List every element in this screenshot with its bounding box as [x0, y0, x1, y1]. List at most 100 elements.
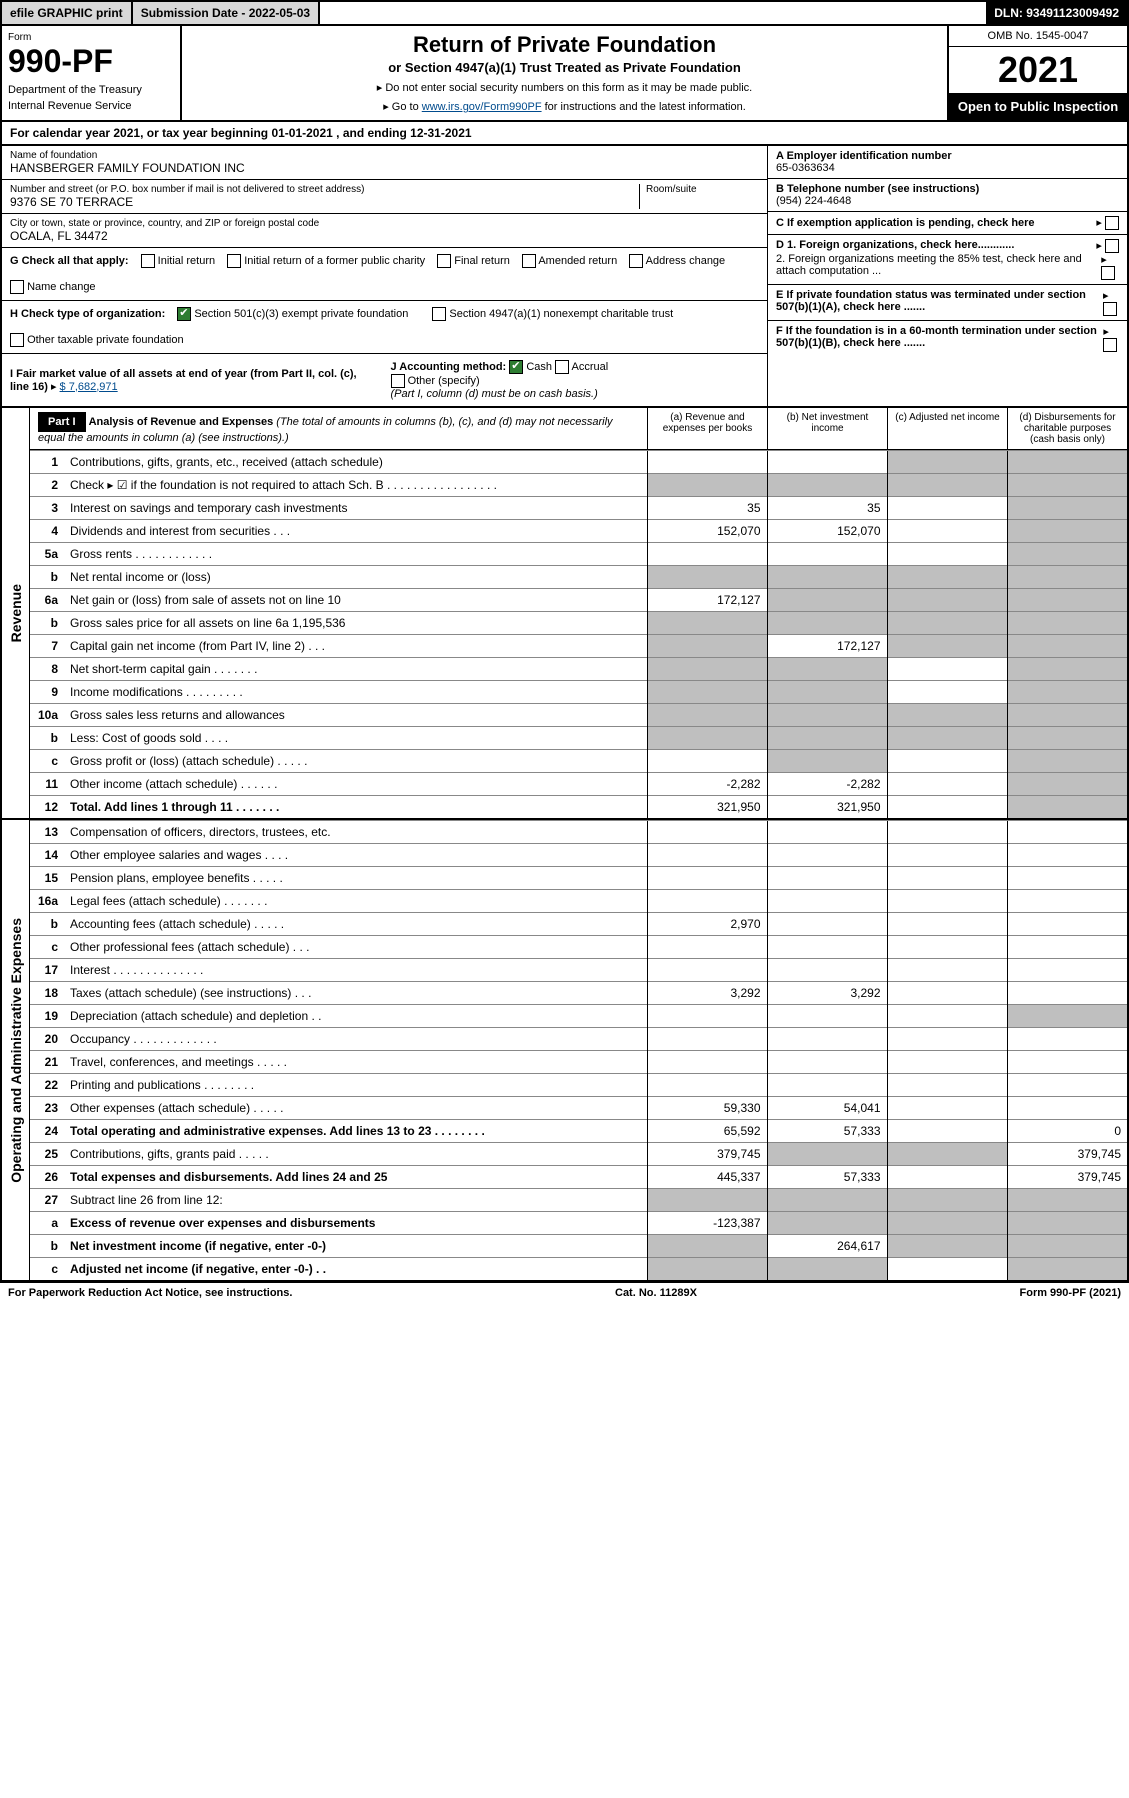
- table-row: 25Contributions, gifts, grants paid . . …: [30, 1143, 1127, 1166]
- table-row: 21Travel, conferences, and meetings . . …: [30, 1051, 1127, 1074]
- form-footer-label: Form 990-PF (2021): [1020, 1287, 1121, 1299]
- catalog-number: Cat. No. 11289X: [615, 1287, 697, 1299]
- checkbox-icon[interactable]: [227, 254, 241, 268]
- table-row: 14Other employee salaries and wages . . …: [30, 844, 1127, 867]
- checkbox-icon[interactable]: [1103, 338, 1117, 352]
- f-label: F If the foundation is in a 60-month ter…: [776, 325, 1103, 352]
- g-opt-5: Name change: [27, 281, 96, 293]
- checkbox-icon[interactable]: [522, 254, 536, 268]
- part1-title: Analysis of Revenue and Expenses: [89, 416, 274, 428]
- table-row: bNet rental income or (loss): [30, 566, 1127, 589]
- form-title: Return of Private Foundation: [188, 32, 941, 58]
- table-row: cGross profit or (loss) (attach schedule…: [30, 750, 1127, 773]
- table-row: 19Depreciation (attach schedule) and dep…: [30, 1005, 1127, 1028]
- table-row: aExcess of revenue over expenses and dis…: [30, 1212, 1127, 1235]
- instr-goto-pre: ▸ Go to: [383, 101, 422, 113]
- g-opt-0: Initial return: [158, 255, 215, 267]
- ij-row: I Fair market value of all assets at end…: [2, 354, 767, 406]
- checkbox-icon[interactable]: [391, 374, 405, 388]
- table-row: 11Other income (attach schedule) . . . .…: [30, 773, 1127, 796]
- table-row: 3Interest on savings and temporary cash …: [30, 497, 1127, 520]
- table-row: cAdjusted net income (if negative, enter…: [30, 1258, 1127, 1281]
- col-a-header: (a) Revenue and expenses per books: [647, 408, 767, 449]
- j-note: (Part I, column (d) must be on cash basi…: [391, 388, 760, 400]
- table-row: 20Occupancy . . . . . . . . . . . . .: [30, 1028, 1127, 1051]
- instr-goto: ▸ Go to www.irs.gov/Form990PF for instru…: [188, 100, 941, 113]
- submission-date: Submission Date - 2022-05-03: [133, 2, 320, 24]
- dept-treasury: Department of the Treasury: [8, 84, 174, 96]
- info-block: Name of foundation HANSBERGER FAMILY FOU…: [0, 146, 1129, 408]
- table-row: bNet investment income (if negative, ent…: [30, 1235, 1127, 1258]
- table-row: 5aGross rents . . . . . . . . . . . .: [30, 543, 1127, 566]
- form-label: Form: [8, 32, 174, 43]
- checkbox-icon[interactable]: [141, 254, 155, 268]
- revenue-table: 1Contributions, gifts, grants, etc., rec…: [30, 450, 1127, 818]
- table-row: 24Total operating and administrative exp…: [30, 1120, 1127, 1143]
- j-cash: Cash: [526, 361, 552, 373]
- checkbox-icon[interactable]: [10, 333, 24, 347]
- table-row: 17Interest . . . . . . . . . . . . . .: [30, 959, 1127, 982]
- room-label: Room/suite: [646, 184, 759, 195]
- table-row: 27Subtract line 26 from line 12:: [30, 1189, 1127, 1212]
- form-subtitle: or Section 4947(a)(1) Trust Treated as P…: [188, 60, 941, 75]
- col-b-header: (b) Net investment income: [767, 408, 887, 449]
- h-label: H Check type of organization:: [10, 308, 165, 320]
- omb-number: OMB No. 1545-0047: [949, 26, 1127, 47]
- table-row: bLess: Cost of goods sold . . . .: [30, 727, 1127, 750]
- checkbox-icon[interactable]: [437, 254, 451, 268]
- h-opt-3: Other taxable private foundation: [27, 334, 184, 346]
- address: 9376 SE 70 TERRACE: [10, 195, 639, 209]
- table-row: 9Income modifications . . . . . . . . .: [30, 681, 1127, 704]
- h-opt-1: Section 501(c)(3) exempt private foundat…: [194, 308, 408, 320]
- telephone: (954) 224-4648: [776, 195, 1119, 207]
- j-other: Other (specify): [408, 375, 480, 387]
- checkbox-icon[interactable]: [177, 307, 191, 321]
- col-c-header: (c) Adjusted net income: [887, 408, 1007, 449]
- e-label: E If private foundation status was termi…: [776, 289, 1103, 316]
- top-bar: efile GRAPHIC print Submission Date - 20…: [0, 0, 1129, 26]
- checkbox-icon[interactable]: [555, 360, 569, 374]
- page-footer: For Paperwork Reduction Act Notice, see …: [0, 1282, 1129, 1303]
- part1-badge: Part I: [38, 412, 86, 432]
- d1-label: D 1. Foreign organizations, check here..…: [776, 239, 1014, 253]
- expenses-table: 13Compensation of officers, directors, t…: [30, 820, 1127, 1280]
- table-row: bAccounting fees (attach schedule) . . .…: [30, 913, 1127, 936]
- tel-label: B Telephone number (see instructions): [776, 183, 1119, 195]
- checkbox-icon[interactable]: [629, 254, 643, 268]
- table-row: cOther professional fees (attach schedul…: [30, 936, 1127, 959]
- instructions-link[interactable]: www.irs.gov/Form990PF: [422, 101, 542, 113]
- form-header: Form 990-PF Department of the Treasury I…: [0, 26, 1129, 122]
- revenue-side-label: Revenue: [2, 408, 30, 818]
- instr-goto-post: for instructions and the latest informat…: [545, 101, 746, 113]
- expenses-section: Operating and Administrative Expenses 13…: [0, 820, 1129, 1282]
- open-to-public: Open to Public Inspection: [949, 93, 1127, 120]
- checkbox-icon[interactable]: [10, 280, 24, 294]
- table-row: 8Net short-term capital gain . . . . . .…: [30, 658, 1127, 681]
- expenses-side-label: Operating and Administrative Expenses: [2, 820, 30, 1280]
- checkbox-icon[interactable]: [432, 307, 446, 321]
- checkbox-icon[interactable]: [1105, 216, 1119, 230]
- i-value[interactable]: $ 7,682,971: [60, 381, 118, 393]
- g-opt-4: Address change: [646, 255, 726, 267]
- part1-section: Revenue Part I Analysis of Revenue and E…: [0, 408, 1129, 820]
- ein: 65-0363634: [776, 162, 1119, 174]
- efile-print-button[interactable]: efile GRAPHIC print: [2, 2, 133, 24]
- table-row: 22Printing and publications . . . . . . …: [30, 1074, 1127, 1097]
- c-label: C If exemption application is pending, c…: [776, 217, 1035, 229]
- tax-year: 2021: [949, 47, 1127, 93]
- g-check-row: G Check all that apply: Initial return I…: [2, 248, 767, 301]
- checkbox-icon[interactable]: [1101, 266, 1115, 280]
- address-label: Number and street (or P.O. box number if…: [10, 184, 639, 195]
- g-opt-3: Amended return: [538, 255, 617, 267]
- foundation-name-label: Name of foundation: [10, 150, 759, 161]
- table-row: 6aNet gain or (loss) from sale of assets…: [30, 589, 1127, 612]
- table-row: 12Total. Add lines 1 through 11 . . . . …: [30, 796, 1127, 819]
- table-row: 13Compensation of officers, directors, t…: [30, 821, 1127, 844]
- checkbox-icon[interactable]: [509, 360, 523, 374]
- d2-label: 2. Foreign organizations meeting the 85%…: [776, 253, 1101, 280]
- calendar-year-line: For calendar year 2021, or tax year begi…: [0, 122, 1129, 146]
- checkbox-icon[interactable]: [1105, 239, 1119, 253]
- city: OCALA, FL 34472: [10, 229, 759, 243]
- checkbox-icon[interactable]: [1103, 302, 1117, 316]
- h-check-row: H Check type of organization: Section 50…: [2, 301, 767, 354]
